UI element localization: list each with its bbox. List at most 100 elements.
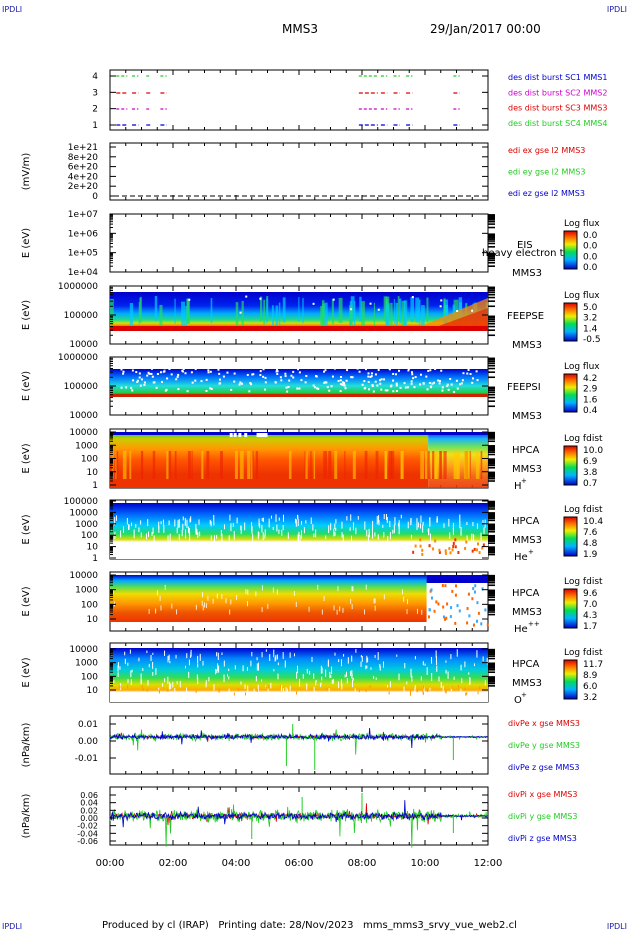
feepsi-speckle (148, 372, 151, 375)
feepsi-speckle (367, 380, 370, 383)
divpe-series-label: divPe z gse MMS3 (508, 763, 579, 772)
hpca_he2-speckle (480, 622, 483, 626)
feepse-column (443, 298, 446, 324)
feepsi-speckle (205, 389, 208, 392)
feepsi-speckle (344, 365, 347, 368)
hpca_he1-gap (282, 524, 284, 531)
feepsi-speckle (408, 367, 411, 370)
hpca_he1-gap (473, 535, 475, 544)
hpca_he1-gap (385, 514, 387, 521)
hpca_o-ytick-label: 10000 (69, 645, 98, 655)
hpca_he1-gap (133, 529, 135, 539)
hpca_he1-gap (341, 532, 343, 538)
hpca_o-gap (234, 665, 236, 670)
hpca_he2-instrument: HPCA (512, 588, 540, 599)
feepsi-speckle (317, 387, 320, 390)
hpca_o-gap (117, 662, 119, 668)
feepsi-speckle (372, 390, 375, 393)
feepsi-speckle (405, 365, 408, 368)
hpca_o-gap (150, 654, 152, 662)
hpca_he1-gap (189, 532, 191, 541)
hpca_o-gap (250, 660, 252, 667)
feepse-colorbar-tick: -0.5 (583, 335, 601, 345)
hpca_he2-gap (202, 592, 204, 598)
hpca_o-gap (258, 662, 260, 671)
hpca_he1-gap (364, 521, 366, 530)
feepsi-speckle (287, 386, 290, 389)
hpca_o-gap (240, 681, 242, 685)
feepsi-speckle (219, 382, 222, 385)
feepse-column (373, 302, 376, 328)
hpca_o-gap (435, 650, 437, 658)
hpca_o-gap (127, 679, 129, 684)
feepse-column (395, 302, 399, 328)
feepsi-speckle (339, 379, 342, 382)
hpca_o-speckle (465, 692, 467, 696)
hpca_he1-speckle (464, 546, 467, 550)
hpca_o-gap (142, 668, 144, 672)
feepse-column (324, 302, 328, 328)
feepsi-speckle (395, 384, 398, 387)
hpca_he1-gap (151, 532, 153, 536)
feepse-gap (259, 297, 262, 300)
feepsi-speckle (475, 370, 478, 373)
hpca_o-gap (468, 672, 470, 675)
hpca_o-gap (361, 656, 363, 662)
feepsi-speckle (131, 369, 134, 372)
feepse-column (359, 296, 362, 322)
hpca_he1-gap (410, 534, 412, 539)
feepsi-instrument: FEEPSI (507, 382, 541, 393)
hpca_o-gap (329, 671, 331, 679)
hpca_h-column (420, 451, 425, 479)
hpca_he1-gap (407, 521, 409, 529)
hpca_o-gap (140, 673, 142, 682)
hpca_o-gap (414, 688, 416, 693)
feepsi-speckle (194, 379, 197, 382)
divpe-ytick-label: 0.01 (78, 720, 98, 730)
hpca_he1-gap (187, 526, 189, 533)
hpca_o-gap (282, 688, 284, 695)
feepsi-speckle (392, 372, 395, 375)
hpca_o-spacecraft: MMS3 (512, 678, 542, 689)
hpca_o-speckle (141, 685, 143, 689)
feepsi-speckle (374, 380, 377, 383)
feepsi-speckle (189, 365, 192, 368)
hpca_o-gap (374, 654, 376, 658)
hpca_he2-speckle (466, 607, 469, 611)
feepsi-speckle (284, 372, 287, 375)
hpca_he1-gap (251, 522, 253, 531)
hpca_he2-speckle (454, 593, 457, 597)
hpca_o-gap (130, 679, 132, 685)
feepsi-speckle (150, 367, 153, 370)
hpca_he1-speckle (457, 551, 460, 555)
divpe-ytick-label: -0.01 (75, 754, 98, 764)
hpca_he1-speckle (481, 546, 484, 550)
hpca_he2-speckle (481, 587, 484, 591)
feepsi-speckle (404, 386, 407, 389)
hpca_he1-gap (298, 531, 300, 537)
feepsi-speckle (397, 369, 400, 372)
feepsi-speckle (209, 387, 212, 390)
hpca_h-column (439, 451, 442, 479)
hpca_h-colorbar-tick: 10.0 (583, 446, 603, 456)
eis-overlay-label: heavy electron to (482, 248, 570, 259)
hpca_he2-gap (212, 598, 214, 604)
hpca_h-spectrogram (110, 432, 488, 488)
feepsi-speckle (264, 388, 267, 391)
feepsi-speckle (259, 370, 262, 373)
hpca_o-gap (321, 676, 323, 681)
feepsi-speckle (176, 375, 179, 378)
feepse-rising-flux-inner (425, 308, 488, 331)
feepsi-speckle (298, 371, 301, 374)
hpca_he1-gap (197, 532, 199, 538)
hpca_he2-gap (236, 595, 238, 601)
hpca_o-gap (270, 682, 272, 689)
hpca_o-speckle (142, 688, 144, 692)
hpca_o-gap (253, 688, 255, 695)
hpca_he1-gap (410, 517, 412, 523)
feepsi-speckle (378, 379, 381, 382)
feepsi-speckle (246, 373, 249, 376)
hpca_he2-gap (317, 584, 319, 590)
feepsi-speckle (313, 386, 316, 389)
hpca_he2-gap (383, 594, 385, 600)
